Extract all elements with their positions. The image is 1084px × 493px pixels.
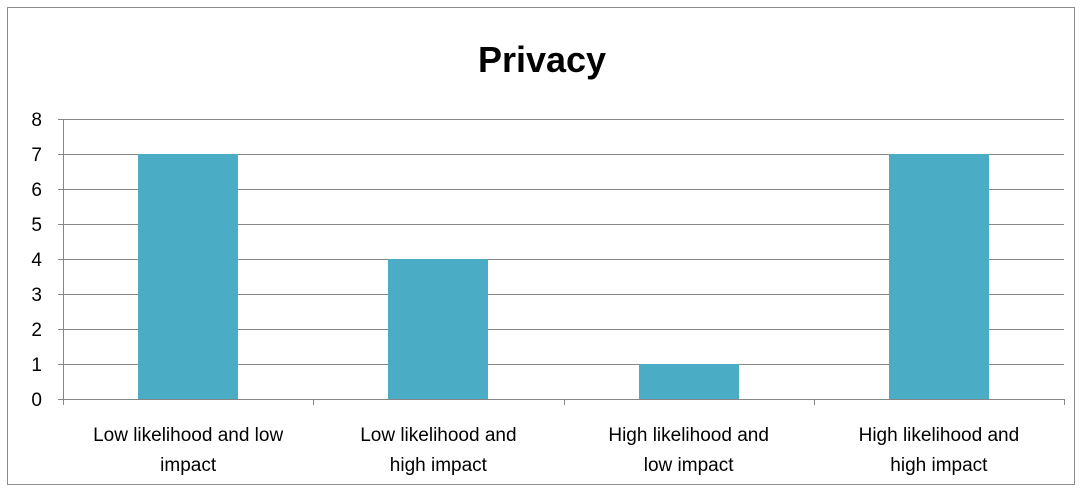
- bars: [138, 154, 989, 399]
- bar-4: [889, 154, 989, 399]
- category-label-1-line-1: Low likelihood and low: [93, 425, 283, 446]
- category-label-2-line-1: Low likelihood and: [360, 425, 516, 446]
- category-label-2-line-2: high impact: [390, 455, 488, 476]
- y-tick-label-3: 3: [31, 285, 42, 306]
- y-tick-label-2: 2: [31, 320, 42, 341]
- y-tick-label-4: 4: [31, 250, 42, 271]
- y-tick-label-1: 1: [31, 355, 42, 376]
- axes: [58, 119, 1065, 405]
- y-tick-label-7: 7: [31, 145, 42, 166]
- category-label-4-line-2: high impact: [890, 455, 988, 476]
- y-tick-label-5: 5: [31, 215, 42, 236]
- category-label-3-line-1: High likelihood and: [608, 425, 769, 446]
- y-tick-label-6: 6: [31, 180, 42, 201]
- category-label-4-line-1: High likelihood and: [859, 425, 1020, 446]
- y-tick-label-0: 0: [31, 390, 42, 411]
- bar-3: [639, 364, 739, 399]
- y-tick-label-8: 8: [31, 110, 42, 131]
- category-label-3-line-2: low impact: [644, 455, 734, 476]
- bar-1: [138, 154, 238, 399]
- category-label-1-line-2: impact: [160, 455, 217, 476]
- chart-title: Privacy: [477, 39, 607, 80]
- labels: 0 1 2 3 4 5 6 7 8 Low likelihood and low impact Low…: [31, 110, 1019, 476]
- bar-2: [388, 259, 488, 399]
